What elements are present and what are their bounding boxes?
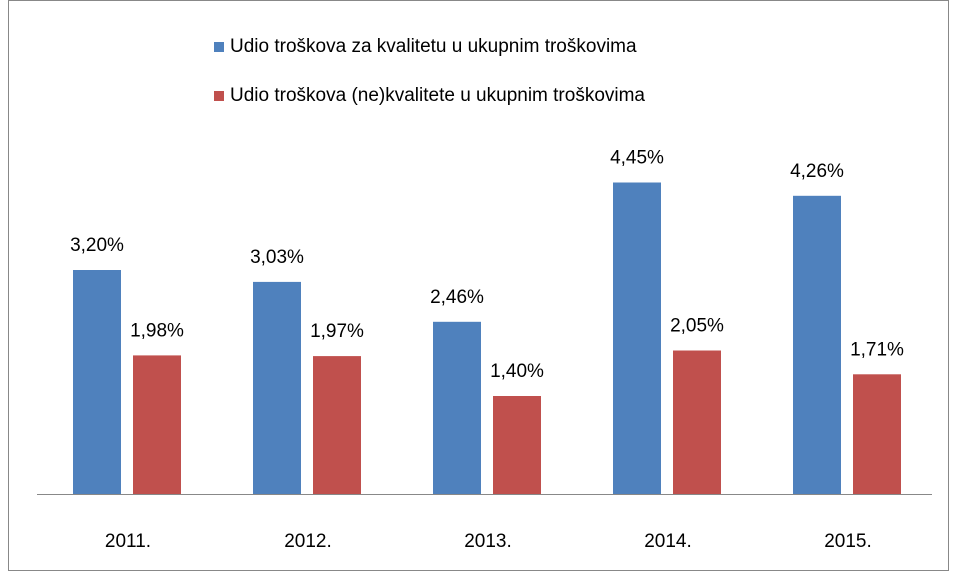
bar	[853, 374, 901, 494]
x-tick-label: 2013.	[464, 531, 512, 552]
value-label: 2,46%	[430, 287, 484, 308]
legend-label: Udio troškova (ne)kvalitete u ukupnim tr…	[230, 85, 645, 106]
value-label: 1,71%	[850, 339, 904, 360]
value-label: 1,40%	[490, 361, 544, 382]
legend-swatch	[214, 91, 224, 101]
value-label: 4,26%	[790, 161, 844, 182]
x-tick-label: 2012.	[284, 531, 332, 552]
legend-swatch	[214, 42, 224, 52]
bar	[493, 396, 541, 494]
x-tick-label: 2014.	[644, 531, 692, 552]
value-label: 1,97%	[310, 321, 364, 342]
bar	[613, 182, 661, 494]
value-label: 3,20%	[70, 235, 124, 256]
value-label: 3,03%	[250, 247, 304, 268]
legend-label: Udio troškova za kvalitetu u ukupnim tro…	[230, 36, 637, 57]
bar	[313, 356, 361, 494]
value-label: 4,45%	[610, 148, 664, 169]
value-label: 2,05%	[670, 316, 724, 337]
bar	[253, 281, 301, 494]
x-tick-label: 2015.	[824, 531, 872, 552]
bar	[793, 195, 841, 495]
bar	[73, 270, 121, 494]
x-tick-label: 2011.	[105, 531, 151, 552]
value-label: 1,98%	[130, 320, 184, 341]
bar	[433, 321, 481, 494]
bar	[673, 350, 721, 494]
bar	[133, 355, 181, 494]
